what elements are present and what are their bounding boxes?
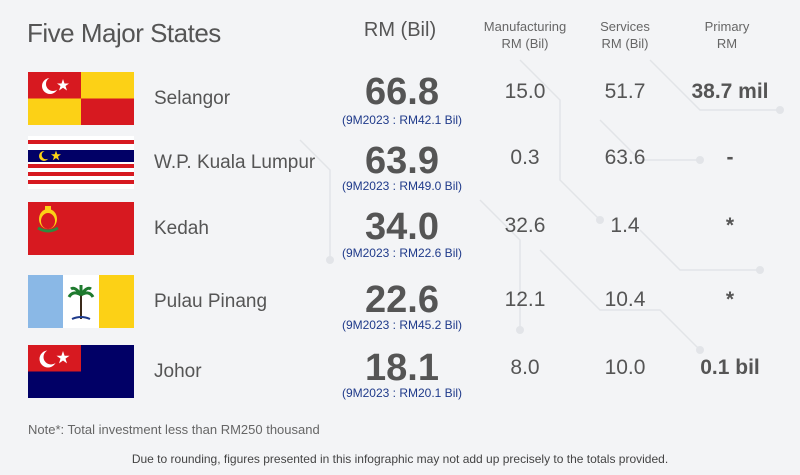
primary-value-penang: *	[725, 288, 735, 311]
primary-value-kuala-lumpur: -	[726, 146, 734, 169]
header-primary-line1: Primary	[704, 19, 750, 34]
total-value-kedah: 34.0	[365, 206, 439, 248]
header-rm: RM (Bil)	[363, 19, 437, 41]
services-value-selangor: 51.7	[604, 80, 646, 103]
primary-value-kedah: *	[725, 214, 735, 237]
footnote: Note*: Total investment less than RM250 …	[28, 422, 320, 437]
manufacturing-value-selangor: 15.0	[504, 80, 546, 103]
primary-value-selangor: 38.7 mil	[691, 80, 769, 103]
state-name-kuala-lumpur: W.P. Kuala Lumpur	[154, 152, 316, 173]
state-name-penang: Pulau Pinang	[154, 291, 268, 312]
header-services-line2: RM (Bil)	[601, 36, 649, 51]
page-title: Five Major States	[27, 18, 221, 48]
state-name-johor: Johor	[154, 361, 202, 382]
total-value-kuala-lumpur: 63.9	[365, 140, 439, 182]
header-primary: Primary RM	[682, 18, 772, 52]
services-value-kedah: 1.4	[610, 214, 640, 237]
total-value-penang: 22.6	[365, 279, 439, 321]
comparison-penang: (9M2023 : RM45.2 Bil)	[341, 318, 463, 332]
kuala-lumpur-flag-icon	[28, 136, 134, 189]
rounding-disclaimer: Due to rounding, figures presented in th…	[131, 452, 669, 466]
manufacturing-value-kedah: 32.6	[504, 214, 546, 237]
comparison-kuala-lumpur: (9M2023 : RM49.0 Bil)	[341, 179, 463, 193]
kedah-flag-icon	[28, 202, 134, 255]
header-manufacturing: Manufacturing RM (Bil)	[470, 18, 580, 52]
manufacturing-value-penang: 12.1	[504, 288, 546, 311]
header-services-line1: Services	[600, 19, 650, 34]
comparison-selangor: (9M2023 : RM42.1 Bil)	[341, 113, 463, 127]
services-value-kuala-lumpur: 63.6	[604, 146, 646, 169]
header-manufacturing-line2: RM (Bil)	[501, 36, 549, 51]
selangor-flag-icon	[28, 72, 134, 125]
total-value-selangor: 66.8	[365, 71, 439, 113]
manufacturing-value-johor: 8.0	[510, 356, 540, 379]
total-value-johor: 18.1	[365, 347, 439, 389]
comparison-johor: (9M2023 : RM20.1 Bil)	[341, 386, 463, 400]
state-name-selangor: Selangor	[154, 88, 231, 109]
header-manufacturing-line1: Manufacturing	[483, 19, 567, 34]
header-services: Services RM (Bil)	[580, 18, 670, 52]
services-value-johor: 10.0	[604, 356, 646, 379]
comparison-kedah: (9M2023 : RM22.6 Bil)	[341, 246, 463, 260]
header-primary-line2: RM	[716, 36, 738, 51]
johor-flag-icon	[28, 345, 134, 398]
state-name-kedah: Kedah	[154, 218, 209, 239]
manufacturing-value-kuala-lumpur: 0.3	[510, 146, 540, 169]
penang-flag-icon	[28, 275, 134, 328]
primary-value-johor: 0.1 bil	[700, 356, 760, 379]
services-value-penang: 10.4	[604, 288, 646, 311]
